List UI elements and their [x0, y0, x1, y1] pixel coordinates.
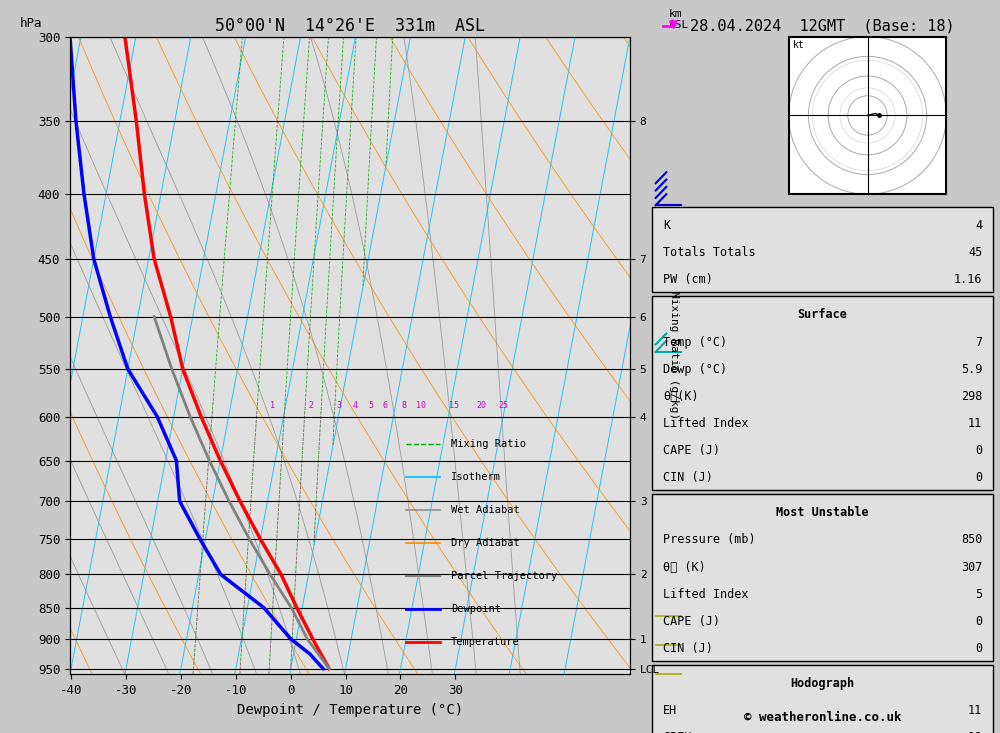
Text: 10: 10	[416, 401, 426, 410]
Text: 1: 1	[270, 401, 275, 410]
Text: Totals Totals: Totals Totals	[663, 246, 755, 259]
Text: 3: 3	[336, 401, 341, 410]
Text: 5: 5	[975, 588, 982, 600]
Text: Surface: Surface	[798, 309, 847, 321]
Text: 2: 2	[308, 401, 313, 410]
Text: Parcel Trajectory: Parcel Trajectory	[451, 571, 557, 581]
Text: CAPE (J): CAPE (J)	[663, 615, 720, 627]
Text: Wet Adiabat: Wet Adiabat	[451, 505, 520, 515]
FancyBboxPatch shape	[652, 207, 993, 292]
Text: Isotherm: Isotherm	[451, 471, 501, 482]
Text: Dry Adiabat: Dry Adiabat	[451, 538, 520, 548]
Text: CIN (J): CIN (J)	[663, 471, 713, 484]
Text: 8: 8	[402, 401, 407, 410]
Text: 307: 307	[961, 561, 982, 573]
Text: 25: 25	[498, 401, 508, 410]
Text: Lifted Index: Lifted Index	[663, 588, 748, 600]
Text: Temp (°C): Temp (°C)	[663, 336, 727, 348]
Text: Temperature: Temperature	[451, 638, 520, 647]
Text: 15: 15	[449, 401, 459, 410]
Text: 0: 0	[975, 471, 982, 484]
Text: Dewp (°C): Dewp (°C)	[663, 363, 727, 375]
Text: © weatheronline.co.uk: © weatheronline.co.uk	[744, 711, 901, 724]
Text: kt: kt	[793, 40, 804, 51]
Text: 5.9: 5.9	[961, 363, 982, 375]
Text: θᴇ(K): θᴇ(K)	[663, 390, 698, 402]
FancyBboxPatch shape	[652, 665, 993, 733]
Text: Dewpoint: Dewpoint	[451, 604, 501, 614]
Text: 850: 850	[961, 534, 982, 546]
Text: 11: 11	[968, 417, 982, 430]
Text: 5: 5	[369, 401, 374, 410]
Text: 1.16: 1.16	[954, 273, 982, 286]
Text: 6: 6	[383, 401, 388, 410]
Text: Hodograph: Hodograph	[790, 677, 855, 690]
Text: PW (cm): PW (cm)	[663, 273, 713, 286]
Text: 0: 0	[975, 444, 982, 457]
Title: 50°00'N  14°26'E  331m  ASL: 50°00'N 14°26'E 331m ASL	[215, 17, 485, 35]
Text: 11: 11	[968, 704, 982, 717]
Text: 298: 298	[961, 390, 982, 402]
Text: 4: 4	[975, 219, 982, 232]
Text: km
ASL: km ASL	[669, 9, 689, 30]
Text: 0: 0	[975, 615, 982, 627]
FancyBboxPatch shape	[652, 296, 993, 490]
Text: 28.04.2024  12GMT  (Base: 18): 28.04.2024 12GMT (Base: 18)	[690, 18, 955, 33]
Text: 7: 7	[975, 336, 982, 348]
Text: 0: 0	[975, 642, 982, 655]
FancyBboxPatch shape	[652, 494, 993, 661]
Text: hPa: hPa	[20, 18, 42, 30]
Text: 20: 20	[476, 401, 486, 410]
Text: K: K	[663, 219, 670, 232]
Text: Lifted Index: Lifted Index	[663, 417, 748, 430]
Text: 4: 4	[352, 401, 357, 410]
Y-axis label: Mixing Ratio (g/kg): Mixing Ratio (g/kg)	[669, 292, 679, 419]
Text: CAPE (J): CAPE (J)	[663, 444, 720, 457]
Text: SREH: SREH	[663, 732, 691, 733]
Text: 16: 16	[968, 732, 982, 733]
Text: 45: 45	[968, 246, 982, 259]
Text: EH: EH	[663, 704, 677, 717]
X-axis label: Dewpoint / Temperature (°C): Dewpoint / Temperature (°C)	[237, 703, 463, 717]
Text: Most Unstable: Most Unstable	[776, 507, 869, 519]
Text: Mixing Ratio: Mixing Ratio	[451, 438, 526, 449]
Text: CIN (J): CIN (J)	[663, 642, 713, 655]
Text: Pressure (mb): Pressure (mb)	[663, 534, 755, 546]
Text: θᴇ (K): θᴇ (K)	[663, 561, 706, 573]
